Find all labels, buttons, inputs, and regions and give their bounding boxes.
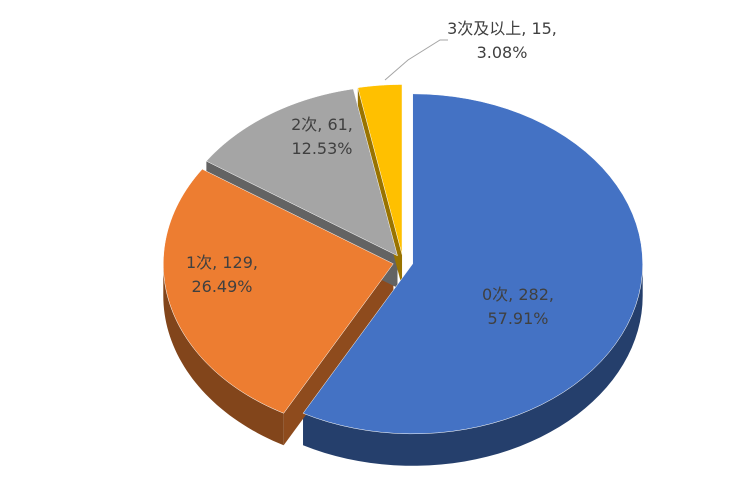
data-label-line: 3.08%: [477, 43, 528, 62]
data-label: 3次及以上, 15, 3.08%: [447, 19, 557, 62]
data-label-line: 0次, 282,: [482, 285, 554, 304]
data-label-line: 26.49%: [191, 277, 252, 296]
data-label: 2次, 61, 12.53%: [291, 115, 353, 158]
leader-line: [384, 39, 448, 81]
slice-edge: [163, 263, 284, 446]
data-label: 1次, 129, 26.49%: [186, 253, 258, 296]
data-label: 0次, 282, 57.91%: [482, 285, 554, 328]
slice-wall: [283, 263, 394, 446]
data-label-line: 1次, 129,: [186, 253, 258, 272]
data-label-line: 2次, 61,: [291, 115, 353, 134]
slice: [205, 88, 398, 257]
data-label-line: 3次及以上, 15,: [447, 19, 557, 38]
data-label-line: 57.91%: [487, 309, 548, 328]
slice-edge: [303, 263, 643, 466]
labels: 0次, 282, 57.91% 1次, 129, 26.49% 2次, 61, 12.53…: [186, 19, 557, 328]
slice: [357, 84, 403, 255]
data-label-line: 12.53%: [291, 139, 352, 158]
pie: [163, 84, 643, 466]
slice: [163, 168, 394, 414]
slice: [302, 93, 643, 435]
